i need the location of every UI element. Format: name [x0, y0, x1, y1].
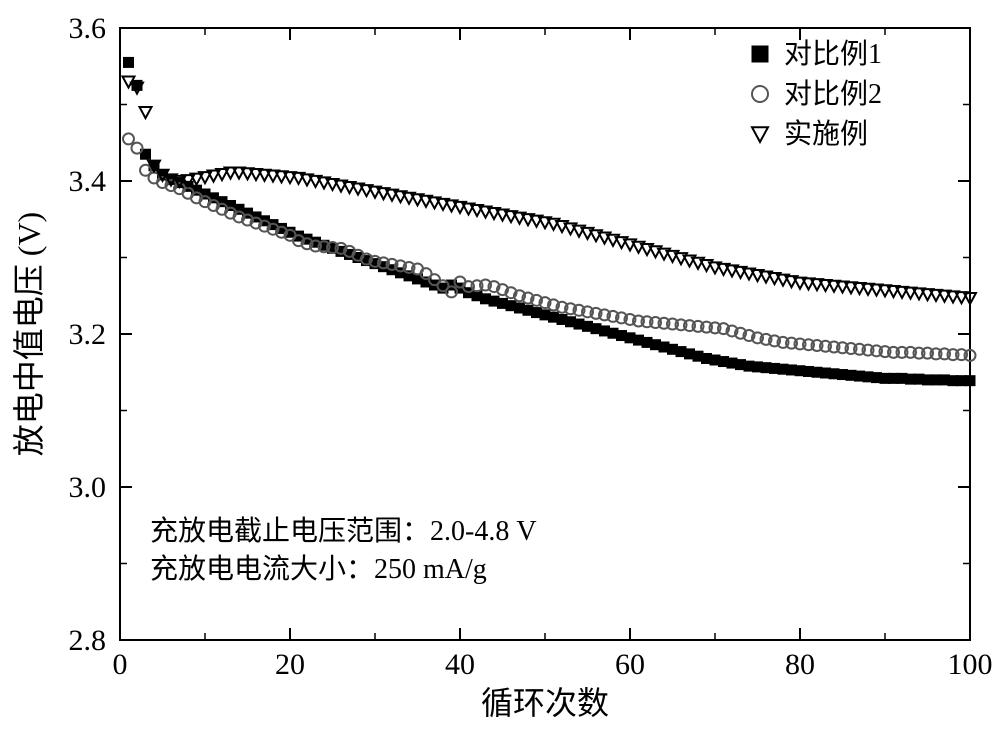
x-tick-label: 100	[948, 648, 993, 681]
annotation-text: 充放电截止电压范围：2.0-4.8 V	[150, 515, 537, 547]
x-tick-label: 80	[785, 648, 815, 681]
legend-label: 对比例2	[784, 78, 882, 110]
annotation-text: 充放电电流大小：250 mA/g	[150, 553, 487, 585]
x-tick-label: 20	[275, 648, 305, 681]
y-tick-label: 3.4	[69, 165, 107, 198]
x-axis-title: 循环次数	[481, 685, 609, 721]
y-tick-label: 3.0	[69, 471, 107, 504]
y-tick-label: 3.6	[69, 12, 107, 45]
x-tick-label: 60	[615, 648, 645, 681]
voltage-cycle-chart: 0 20 40 60 80 100 2.8 3.0 3.2 3.4 3.6 循环次数 放电中值电压 (V…	[0, 0, 1000, 756]
legend-label: 实施例	[784, 118, 868, 150]
plot-svg: 0 20 40 60 80 100 2.8 3.0 3.2 3.4 3.6 循环次数 放电中值电压 (V…	[0, 0, 1000, 756]
y-tick-label: 2.8	[69, 624, 107, 657]
y-tick-label: 3.2	[69, 318, 107, 351]
x-tick-label: 0	[113, 648, 128, 681]
x-tick-label: 40	[445, 648, 475, 681]
y-axis-title: 放电中值电压 (V)	[11, 212, 47, 456]
legend-label: 对比例1	[784, 38, 882, 70]
series-实施例	[123, 76, 977, 304]
